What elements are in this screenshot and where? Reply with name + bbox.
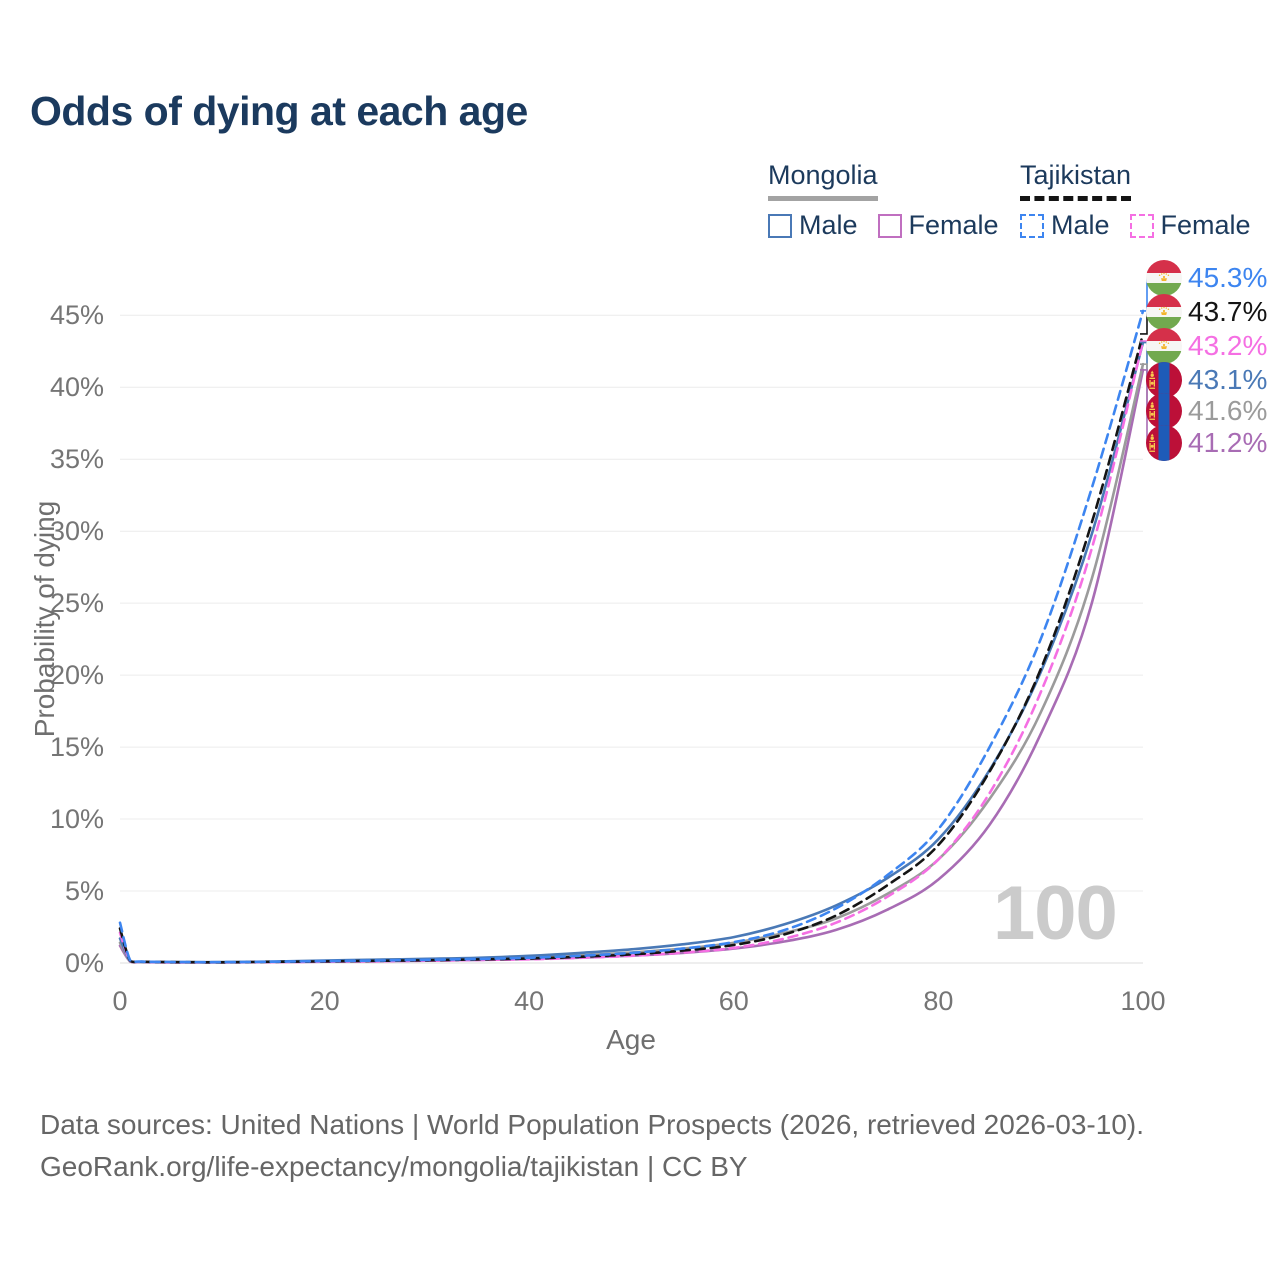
- legend-swatch-icon: [768, 213, 792, 238]
- footer-data-sources: Data sources: United Nations | World Pop…: [40, 1109, 1145, 1140]
- page-title: Odds of dying at each age: [30, 88, 528, 134]
- series-line-mongolia-male[interactable]: [118, 341, 1145, 964]
- mongolia-flag-icon: [1146, 425, 1182, 461]
- end-value-label: 43.1%: [1188, 364, 1268, 395]
- legend-item-tajikistan-female[interactable]: Female: [1129, 210, 1251, 241]
- tajikistan-flag-icon: [1146, 328, 1182, 364]
- end-label-row-mongolia-male: 43.1%: [1146, 362, 1267, 398]
- y-tick-label: 25%: [49, 588, 104, 619]
- x-axis-title: Age: [606, 1024, 656, 1055]
- y-tick-label: 5%: [64, 876, 104, 907]
- end-label-row-tajikistan-male: 45.3%: [1146, 260, 1267, 296]
- tajikistan-flag-icon: [1146, 294, 1182, 330]
- end-label-row-mongolia-female: 41.2%: [1146, 425, 1267, 461]
- legend-items: Male Female: [768, 210, 999, 241]
- legend-item-label: Female: [908, 210, 999, 240]
- footer: Data sources: United Nations | World Pop…: [40, 1104, 1144, 1188]
- y-tick-label: 30%: [49, 516, 104, 547]
- footer-attribution: GeoRank.org/life-expectancy/mongolia/taj…: [40, 1151, 748, 1182]
- legend-country-tajikistan[interactable]: Tajikistan: [1020, 160, 1132, 201]
- x-tick-label: 40: [514, 986, 545, 1016]
- series-line-mongolia-both-sexes[interactable]: [118, 362, 1145, 964]
- end-value-label: 41.6%: [1188, 395, 1268, 426]
- legend-item-label: Male: [799, 210, 858, 240]
- legend-item-tajikistan-male[interactable]: Male: [1020, 210, 1110, 241]
- legend-item-mongolia-female[interactable]: Female: [877, 210, 999, 241]
- y-tick-label: 10%: [49, 804, 104, 835]
- y-tick-label: 0%: [64, 948, 104, 978]
- series-line-tajikistan-male[interactable]: [118, 309, 1145, 964]
- legend-items: Male Female: [1020, 210, 1251, 241]
- y-axis-title: Probability of dying: [29, 500, 60, 738]
- legend-country-mongolia[interactable]: Mongolia: [768, 160, 878, 201]
- gridlines: [120, 314, 1143, 964]
- y-tick-label: 20%: [49, 660, 104, 691]
- legend-item-mongolia-male[interactable]: Male: [768, 210, 858, 241]
- end-value-label: 41.2%: [1188, 427, 1268, 458]
- legend-item-label: Female: [1160, 210, 1251, 240]
- tajikistan-flag-icon: [1146, 260, 1182, 296]
- y-tick-label: 35%: [49, 444, 104, 475]
- y-tick-label: 15%: [49, 732, 104, 763]
- x-tick-label: 80: [923, 986, 954, 1016]
- end-value-label: 43.7%: [1188, 296, 1268, 327]
- legend-group-tajikistan: Tajikistan Male Female: [1020, 160, 1251, 241]
- series-line-tajikistan-both-sexes[interactable]: [118, 332, 1145, 964]
- legend-swatch-icon: [1020, 213, 1044, 238]
- legend-swatch-icon: [877, 213, 902, 238]
- end-label-row-tajikistan-female: 43.2%: [1146, 328, 1267, 364]
- x-tick-label: 100: [1120, 986, 1166, 1016]
- x-tick-label: 20: [309, 986, 340, 1016]
- series-lines: [118, 309, 1145, 964]
- end-label-row-mongolia-both-sexes: 41.6%: [1146, 393, 1267, 429]
- y-tick-label: 45%: [49, 300, 104, 331]
- legend-item-label: Male: [1051, 210, 1110, 240]
- mongolia-flag-icon: [1146, 362, 1182, 398]
- hover-age-watermark: 100: [993, 871, 1118, 956]
- end-value-label: 45.3%: [1188, 262, 1268, 293]
- y-tick-label: 40%: [49, 372, 104, 403]
- series-line-tajikistan-female[interactable]: [118, 339, 1145, 964]
- mongolia-flag-icon: [1146, 393, 1182, 429]
- end-label-row-tajikistan-both-sexes: 43.7%: [1146, 294, 1267, 330]
- x-tick-label: 0: [112, 986, 128, 1016]
- end-value-label: 43.2%: [1188, 330, 1268, 361]
- legend-group-mongolia: Mongolia Male Female: [768, 160, 999, 241]
- x-tick-label: 60: [718, 986, 749, 1016]
- legend-swatch-icon: [1129, 213, 1154, 238]
